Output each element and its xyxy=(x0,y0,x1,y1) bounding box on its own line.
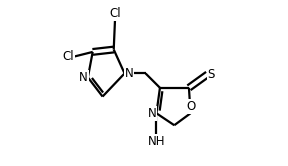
Text: N: N xyxy=(124,67,133,80)
Text: Cl: Cl xyxy=(109,7,121,20)
Text: O: O xyxy=(186,100,195,113)
Text: N: N xyxy=(148,107,156,120)
Text: S: S xyxy=(208,68,215,81)
Text: N: N xyxy=(79,71,88,84)
Text: NH: NH xyxy=(148,135,165,148)
Text: Cl: Cl xyxy=(62,50,73,63)
